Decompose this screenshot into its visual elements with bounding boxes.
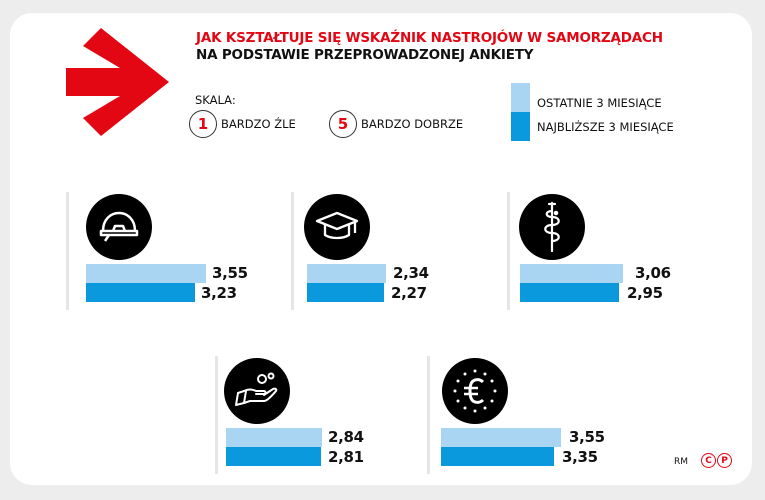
bar-last xyxy=(307,264,386,283)
copyright-p-icon: P xyxy=(717,453,732,468)
legend-label-next: NAJBLIŻSZE 3 MIESIĄCE xyxy=(537,120,674,134)
bar-last xyxy=(86,264,206,283)
legend-label-last: OSTATNIE 3 MIESIĄCE xyxy=(537,96,662,110)
graduation-cap-icon xyxy=(304,194,370,260)
value-next: 2,27 xyxy=(391,284,427,302)
bar-next xyxy=(86,283,195,302)
scale-low: 1 BARDZO ŹLE xyxy=(189,110,296,138)
copyright-c-icon: C xyxy=(701,453,716,468)
chart-subtitle: NA PODSTAWIE PRZEPROWADZONEJ ANKIETY xyxy=(196,47,534,63)
scale-high-number: 5 xyxy=(329,110,357,138)
value-next: 2,95 xyxy=(627,284,663,302)
euro-icon xyxy=(442,358,508,424)
scale-low-number: 1 xyxy=(189,110,217,138)
bar-next xyxy=(441,447,554,466)
scale-label: SKALA: xyxy=(195,93,236,107)
value-last: 3,06 xyxy=(635,264,671,282)
scale-high-text: BARDZO DOBRZE xyxy=(361,117,464,131)
legend-swatch-last xyxy=(511,83,530,112)
divider xyxy=(507,192,510,310)
legend-swatch-next xyxy=(511,112,530,141)
author-credit: RM xyxy=(674,457,689,467)
scale-low-text: BARDZO ŹLE xyxy=(221,117,296,131)
value-last: 2,34 xyxy=(393,264,429,282)
bar-next xyxy=(307,283,384,302)
value-next: 2,81 xyxy=(328,448,364,466)
value-next: 3,23 xyxy=(201,284,237,302)
divider xyxy=(66,192,69,310)
divider xyxy=(215,356,218,474)
value-last: 3,55 xyxy=(569,428,605,446)
hand-coins-icon xyxy=(224,358,290,424)
divider xyxy=(427,356,430,474)
red-arrow-icon xyxy=(66,28,169,136)
bar-next xyxy=(226,447,321,466)
divider xyxy=(291,192,294,310)
bar-next xyxy=(520,283,619,302)
value-last: 2,84 xyxy=(328,428,364,446)
value-last: 3,55 xyxy=(212,264,248,282)
hard-hat-icon xyxy=(86,194,152,260)
bar-last xyxy=(441,428,561,447)
bar-last xyxy=(226,428,322,447)
bar-last xyxy=(520,264,623,283)
chart-title: JAK KSZTAŁTUJE SIĘ WSKAŹNIK NASTROJÓW W … xyxy=(196,30,663,46)
medical-caduceus-icon xyxy=(519,194,585,260)
value-next: 3,35 xyxy=(562,448,598,466)
scale-high: 5 BARDZO DOBRZE xyxy=(329,110,463,138)
